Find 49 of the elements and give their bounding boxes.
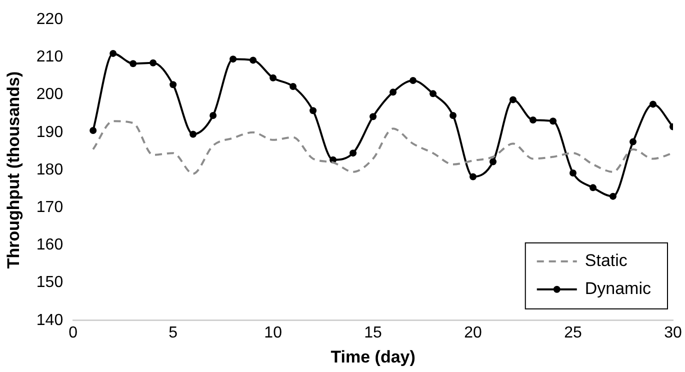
x-tick-label: 0 xyxy=(68,324,78,342)
y-tick-label: 150 xyxy=(36,274,64,292)
point xyxy=(510,96,517,104)
x-axis-title: Time (day) xyxy=(330,347,416,366)
x-tick-label: 20 xyxy=(464,324,482,342)
y-axis-title: Throughput (thousands) xyxy=(4,71,23,269)
point xyxy=(630,138,637,146)
y-tick-label: 140 xyxy=(36,312,64,329)
legend-label: Dynamic xyxy=(584,279,652,298)
point xyxy=(410,77,417,84)
legend-label: Static xyxy=(584,251,628,270)
point xyxy=(370,113,377,120)
x-tick-label: 5 xyxy=(168,324,178,342)
point xyxy=(250,56,257,64)
point xyxy=(270,74,277,82)
point xyxy=(90,127,97,134)
point xyxy=(530,116,537,124)
point xyxy=(150,59,157,66)
point xyxy=(170,81,177,88)
point xyxy=(210,112,217,119)
point xyxy=(190,130,197,138)
point xyxy=(310,107,317,114)
y-tick-label: 210 xyxy=(36,48,64,66)
point xyxy=(130,60,137,68)
y-tick-label: 190 xyxy=(36,124,64,141)
point xyxy=(610,192,617,200)
point xyxy=(450,112,457,119)
point xyxy=(550,118,557,125)
x-tick-label: 10 xyxy=(264,324,282,342)
y-tick-label: 160 xyxy=(36,236,64,254)
y-tick-label: 200 xyxy=(36,86,64,104)
point xyxy=(470,173,477,180)
point xyxy=(390,88,397,96)
point xyxy=(350,150,357,157)
point xyxy=(570,170,577,177)
point xyxy=(490,158,497,166)
y-tick-label: 170 xyxy=(36,199,64,216)
x-tick-label: 30 xyxy=(664,324,682,342)
y-tick-label: 220 xyxy=(36,11,64,28)
x-tick-label: 15 xyxy=(364,324,382,342)
x-tick-label: 25 xyxy=(564,324,582,342)
point xyxy=(290,83,297,90)
line-series xyxy=(92,120,673,175)
point xyxy=(590,184,597,192)
point xyxy=(230,56,237,63)
point xyxy=(650,100,657,108)
point xyxy=(430,90,437,98)
y-tick-label: 180 xyxy=(36,161,64,178)
point xyxy=(110,50,117,57)
